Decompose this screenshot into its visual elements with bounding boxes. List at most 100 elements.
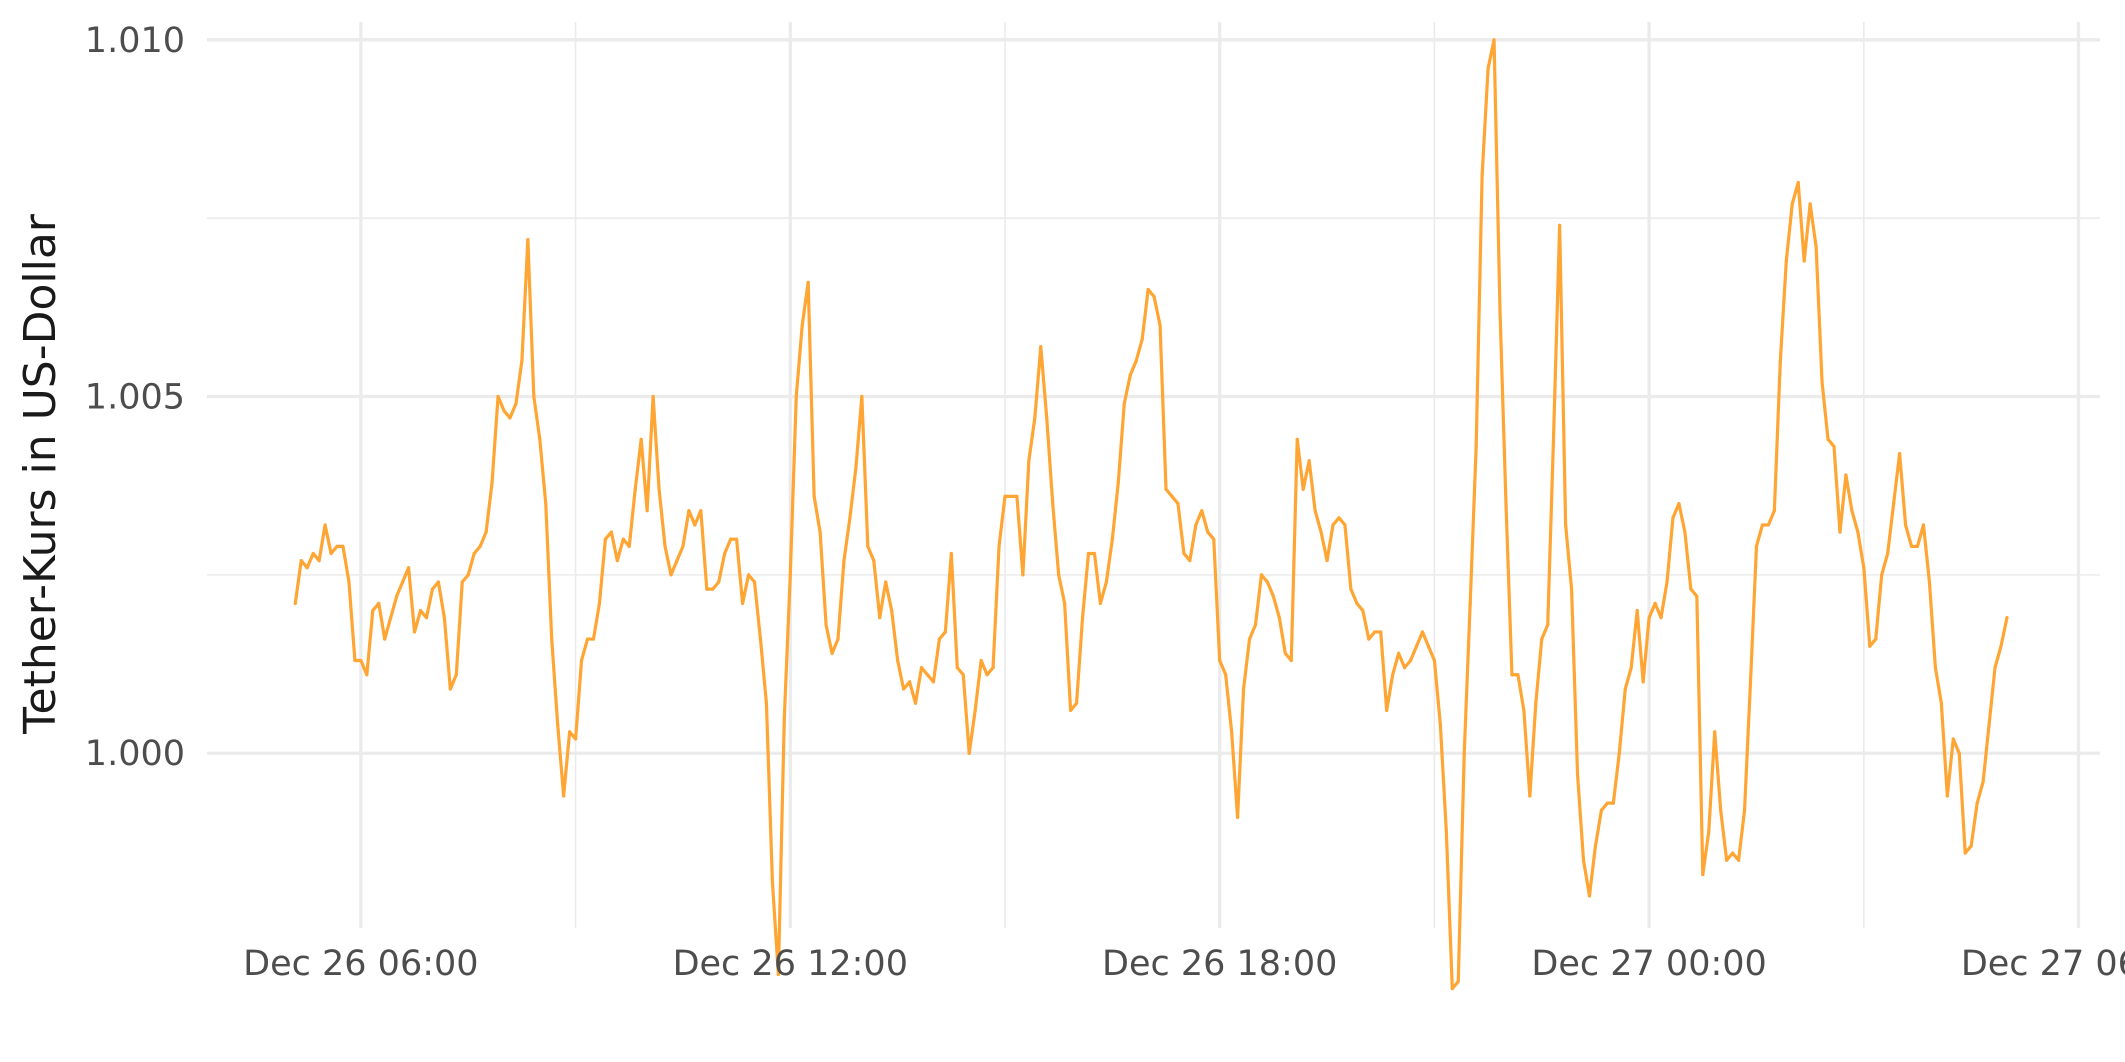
data-point	[1164, 487, 1168, 491]
data-point	[699, 509, 703, 513]
data-point	[1319, 530, 1323, 534]
data-point	[1277, 616, 1281, 620]
data-point	[406, 566, 411, 570]
data-point	[1814, 245, 1818, 249]
data-point	[806, 280, 810, 284]
data-point	[1516, 673, 1520, 677]
data-point	[896, 658, 900, 663]
x-tick-label: Dec 27 06:00	[1961, 944, 2125, 984]
data-point	[365, 673, 369, 677]
data-point	[979, 658, 983, 663]
data-point	[1033, 416, 1037, 420]
data-point	[735, 537, 739, 541]
data-point	[693, 523, 697, 527]
data-point	[681, 544, 685, 548]
data-point	[1176, 501, 1180, 506]
data-point	[502, 409, 506, 413]
data-point	[1235, 815, 1240, 820]
data-point	[1468, 601, 1472, 606]
data-point	[597, 601, 602, 606]
data-point	[1707, 830, 1711, 834]
data-point	[1689, 587, 1693, 591]
data-point	[818, 530, 822, 534]
data-point	[830, 651, 834, 655]
data-point	[1552, 430, 1556, 434]
data-point	[1772, 509, 1776, 513]
data-point	[1063, 601, 1067, 606]
data-point	[1617, 751, 1621, 755]
data-point	[866, 544, 870, 548]
data-point	[1343, 523, 1347, 527]
data-point	[1909, 544, 1914, 548]
data-point	[395, 594, 399, 598]
data-point	[1379, 630, 1383, 634]
data-point	[1587, 894, 1592, 898]
data-point	[902, 687, 906, 691]
data-point	[1677, 501, 1681, 506]
data-point	[1868, 644, 1872, 648]
data-point	[532, 394, 536, 399]
data-point	[1915, 544, 1920, 548]
data-point	[729, 537, 733, 541]
data-point	[1021, 573, 1025, 577]
data-point	[1981, 780, 1985, 784]
data-point	[943, 630, 947, 634]
data-point	[1438, 723, 1442, 727]
data-point	[1886, 551, 1890, 556]
data-point	[1498, 309, 1502, 313]
data-point	[1420, 630, 1425, 634]
data-point	[1874, 637, 1878, 641]
data-point	[299, 559, 303, 563]
data-point	[329, 551, 333, 556]
data-point	[848, 516, 852, 520]
series-layer	[293, 38, 2009, 991]
data-point	[967, 751, 971, 755]
data-point	[1927, 580, 1932, 584]
data-point	[1581, 858, 1586, 862]
data-point	[1975, 801, 1979, 805]
data-point	[1170, 494, 1174, 498]
data-point	[293, 601, 297, 606]
data-point	[907, 680, 912, 684]
data-point	[657, 487, 661, 491]
data-point	[1307, 459, 1311, 463]
data-point	[776, 972, 780, 976]
data-point	[1098, 601, 1103, 606]
data-point	[1760, 523, 1765, 527]
data-point	[1892, 501, 1896, 506]
data-point	[890, 608, 894, 613]
data-point	[1731, 851, 1735, 855]
data-point	[842, 559, 846, 563]
data-point	[1086, 551, 1091, 556]
data-point	[538, 437, 542, 441]
data-point	[1373, 630, 1377, 634]
data-point	[1957, 751, 1961, 755]
data-point	[1569, 587, 1574, 591]
data-point	[1963, 851, 1967, 855]
data-point	[1856, 530, 1860, 534]
data-point	[1301, 487, 1305, 491]
data-point	[836, 637, 840, 641]
data-point	[1104, 580, 1108, 584]
data-point	[1719, 808, 1723, 812]
data-point	[1605, 801, 1609, 805]
data-point	[1802, 259, 1806, 263]
data-point	[1993, 666, 1997, 670]
x-tick-label: Dec 26 12:00	[673, 944, 908, 984]
data-point	[1027, 459, 1031, 463]
data-point	[1939, 701, 1943, 705]
data-point	[1748, 680, 1753, 684]
data-point	[627, 544, 631, 548]
data-point	[371, 608, 375, 613]
data-point	[1200, 509, 1204, 513]
data-point	[1295, 437, 1299, 441]
data-point	[1414, 644, 1419, 648]
data-point	[424, 616, 429, 620]
y-axis-ticks: 1.000 1.005 1.010	[85, 21, 185, 774]
data-point	[1146, 287, 1150, 292]
data-point	[1110, 537, 1114, 541]
x-tick-label: Dec 27 00:00	[1531, 944, 1766, 984]
data-point	[1665, 580, 1669, 584]
data-point	[1659, 616, 1663, 620]
data-point	[1134, 359, 1138, 363]
